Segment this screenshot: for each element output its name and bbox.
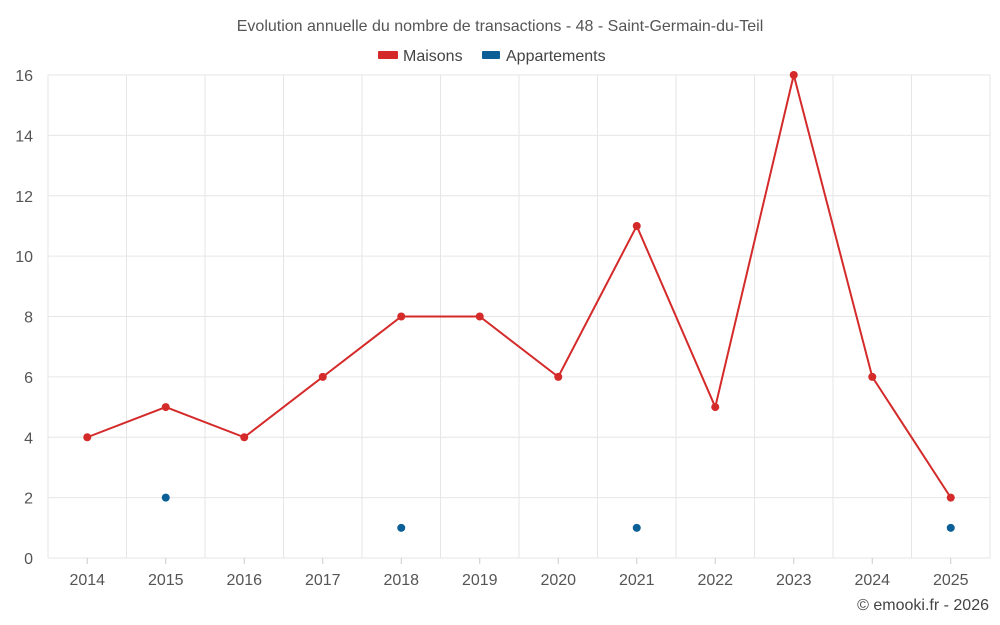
data-point-appartements[interactable] — [632, 523, 641, 532]
data-point-appartements[interactable] — [397, 523, 406, 532]
legend-swatch-appartements — [482, 51, 500, 59]
x-tick-label: 2019 — [462, 572, 498, 589]
data-point-maisons[interactable] — [83, 433, 92, 442]
legend-label-maisons: Maisons — [403, 48, 463, 65]
y-tick-label: 16 — [15, 68, 33, 85]
data-point-appartements[interactable] — [946, 523, 955, 532]
x-tick-label: 2018 — [383, 572, 419, 589]
grid — [47, 74, 991, 559]
y-tick-label: 12 — [15, 189, 33, 206]
data-point-maisons[interactable] — [397, 312, 406, 321]
x-tick-label: 2025 — [933, 572, 969, 589]
legend-swatch-maisons — [378, 51, 398, 59]
x-tick-label: 2017 — [305, 572, 341, 589]
data-point-appartements[interactable] — [161, 493, 170, 502]
y-tick-label: 8 — [24, 310, 33, 327]
legend-label-appartements: Appartements — [506, 48, 606, 65]
x-tick-label: 2015 — [148, 572, 184, 589]
data-point-maisons[interactable] — [632, 221, 641, 230]
data-point-maisons[interactable] — [475, 312, 484, 321]
credit-text: © emooki.fr - 2026 — [857, 597, 989, 614]
y-tick-label: 6 — [24, 370, 33, 387]
y-axis: 0 2 4 6 8 10 12 14 16 — [15, 68, 33, 568]
data-point-maisons[interactable] — [161, 403, 170, 412]
chart-title: Evolution annuelle du nombre de transact… — [237, 18, 764, 35]
legend-item-appartements[interactable]: Appartements — [482, 48, 606, 65]
data-point-maisons[interactable] — [318, 372, 327, 381]
x-tick-label: 2021 — [619, 572, 655, 589]
x-tick-label: 2024 — [854, 572, 890, 589]
y-tick-label: 2 — [24, 491, 33, 508]
y-tick-label: 0 — [24, 551, 33, 568]
y-tick-label: 10 — [15, 249, 33, 266]
legend: Maisons Appartements — [378, 48, 606, 65]
series-line-maisons — [86, 74, 952, 499]
y-tick-label: 4 — [24, 430, 33, 447]
x-tick-label: 2016 — [226, 572, 262, 589]
data-point-maisons[interactable] — [789, 71, 798, 79]
data-point-maisons[interactable] — [946, 493, 955, 502]
legend-item-maisons[interactable]: Maisons — [378, 48, 463, 65]
y-tick-label: 14 — [15, 128, 33, 145]
data-point-maisons[interactable] — [554, 372, 563, 381]
data-point-maisons[interactable] — [868, 372, 877, 381]
x-tick-label: 2022 — [697, 572, 733, 589]
data-point-maisons[interactable] — [711, 403, 720, 412]
x-tick-label: 2023 — [776, 572, 812, 589]
plot-area — [83, 71, 955, 532]
x-tick-label: 2014 — [69, 572, 105, 589]
data-point-maisons[interactable] — [240, 433, 249, 442]
x-axis: 2014 2015 2016 2017 2018 2019 2020 2021 2022 2023… — [69, 558, 969, 589]
x-tick-label: 2020 — [540, 572, 576, 589]
